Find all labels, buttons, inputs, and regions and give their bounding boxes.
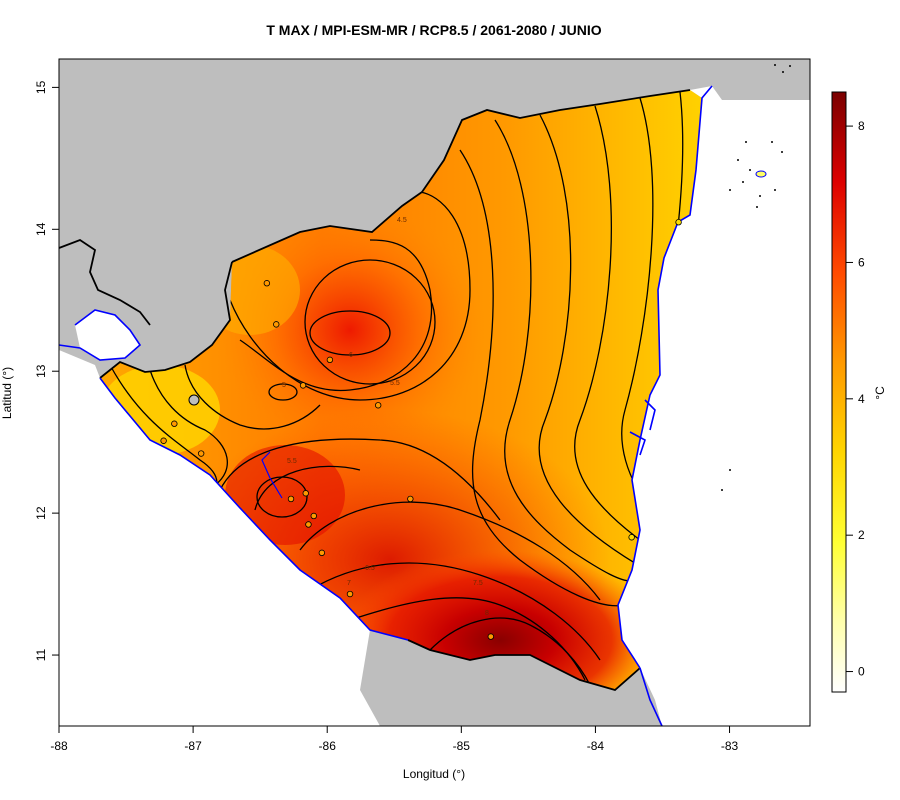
x-axis-label: Longitud (°) <box>403 767 465 781</box>
contour-line <box>149 369 228 486</box>
contour-labels: 6 5.5 5 4.5 5.5 6.5 7 8 7.5 <box>282 217 489 617</box>
coastline <box>58 85 713 727</box>
station-point <box>287 495 295 503</box>
contour-label: 4.5 <box>397 217 407 224</box>
station-point <box>305 521 312 528</box>
contour-line <box>429 617 591 686</box>
y-tick-label: 11 <box>34 648 48 661</box>
contour-line <box>254 465 361 511</box>
contour-label: 6.5 <box>365 565 375 572</box>
contour-label: 5.5 <box>390 380 400 387</box>
colorbar-tick-label: 0 <box>858 665 865 679</box>
y-tick-label: 14 <box>34 222 48 236</box>
honduras-border <box>231 89 691 263</box>
station-point <box>310 512 318 520</box>
contour-line <box>229 191 471 401</box>
stations <box>160 219 682 640</box>
y-tick-label: 15 <box>34 80 48 94</box>
colorbar: 0 2 4 6 8 °C <box>831 91 887 693</box>
colorbar-tick-label: 2 <box>858 528 865 542</box>
honduras-north-border <box>58 238 151 326</box>
cays <box>721 64 791 491</box>
station-point <box>302 490 309 497</box>
station-point <box>273 321 280 328</box>
station-point <box>675 219 682 226</box>
contour-line <box>268 383 298 401</box>
colorbar-tick-label: 4 <box>858 392 865 406</box>
station-point <box>197 450 205 457</box>
x-tick-label: -88 <box>50 739 68 753</box>
station-point <box>318 549 326 557</box>
contour-line <box>574 105 641 541</box>
contour-label: 5 <box>282 382 286 389</box>
contour-label: 7 <box>347 580 351 587</box>
costa-rica-border <box>407 639 641 692</box>
x-tick-label: -87 <box>184 739 202 753</box>
contour-line <box>309 310 391 356</box>
station-point <box>299 382 307 389</box>
costa-rica-land <box>360 630 662 726</box>
contour-line <box>459 149 626 607</box>
x-tick-label: -84 <box>587 739 605 753</box>
plot-panel: 6 5.5 5 4.5 5.5 6.5 7 8 7.5 <box>58 58 811 727</box>
west-border <box>99 261 233 379</box>
y-tick-label: 12 <box>34 506 48 520</box>
contour-label: 5.5 <box>287 458 297 465</box>
station-point <box>263 280 271 287</box>
x-tick-label: -85 <box>453 739 471 753</box>
volcanic-lake <box>188 394 200 406</box>
contour-line <box>256 476 308 518</box>
borders <box>58 89 691 692</box>
lake-nicaragua <box>261 451 283 499</box>
island <box>755 170 767 178</box>
contour-line <box>304 259 436 385</box>
colorbar-tick-label: 8 <box>858 119 865 133</box>
station-point <box>171 420 178 427</box>
pacific-ocean <box>59 350 662 726</box>
contour-line <box>219 438 501 521</box>
contour-line <box>299 501 601 601</box>
caribbean-sea <box>618 86 810 726</box>
colorbar-tick-label: 6 <box>858 255 865 269</box>
station-point <box>628 534 635 541</box>
x-tick-label: -86 <box>319 739 337 753</box>
station-point <box>346 590 354 598</box>
contour-label: 6 <box>349 352 353 359</box>
contour-line <box>538 114 639 566</box>
contour-line <box>494 119 636 582</box>
contour-line <box>109 364 218 491</box>
gulf-of-fonseca <box>75 310 140 360</box>
contour-line <box>184 364 321 430</box>
colorbar-unit-label: °C <box>873 386 887 400</box>
y-tick-label: 13 <box>34 364 48 378</box>
chart-title: T MAX / MPI-ESM-MR / RCP8.5 / 2061-2080 … <box>266 22 601 38</box>
y-axis: 11 12 13 14 15 Latitud (°) <box>0 80 60 661</box>
contour-line <box>309 562 601 661</box>
station-point <box>407 495 414 503</box>
contour-label: 7.5 <box>473 580 483 587</box>
x-tick-label: -83 <box>721 739 739 753</box>
station-point <box>160 437 167 444</box>
colorbar-gradient <box>831 91 847 693</box>
station-point <box>374 402 382 409</box>
contour-line <box>621 97 654 501</box>
y-axis-label: Latitud (°) <box>0 367 14 419</box>
contour-label: 8 <box>485 610 489 617</box>
islands <box>755 170 767 178</box>
x-axis: -88 -87 -86 -85 -84 -83 Longitud (°) <box>50 725 739 781</box>
station-point <box>487 633 495 640</box>
station-point <box>326 356 334 364</box>
